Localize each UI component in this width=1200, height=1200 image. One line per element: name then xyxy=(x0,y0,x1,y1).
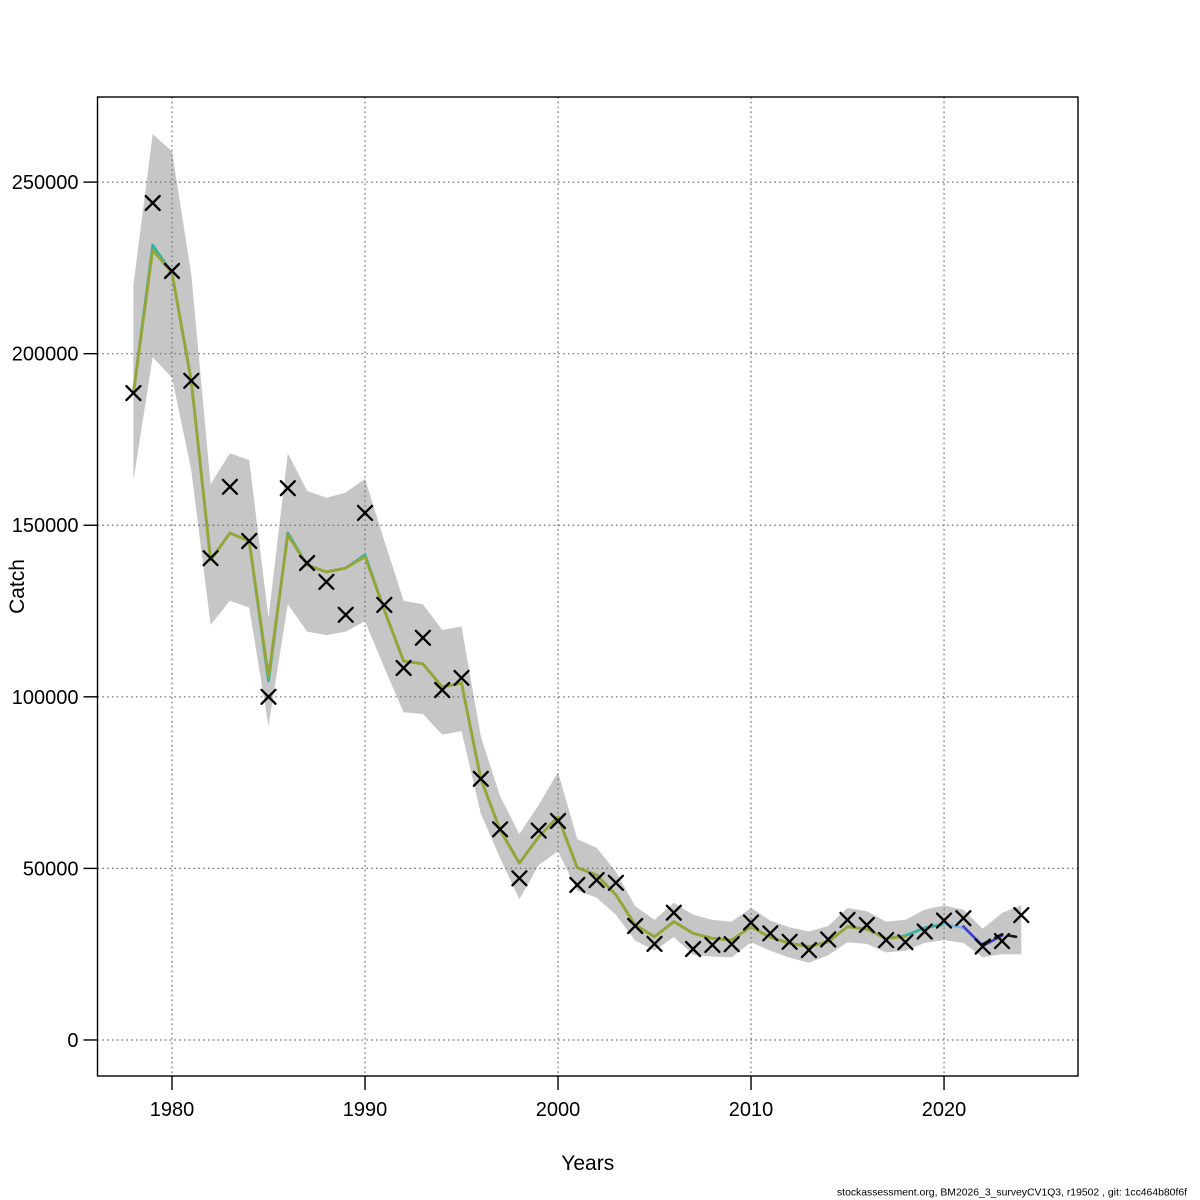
observation-marker xyxy=(434,681,451,699)
plot-border-box xyxy=(96,96,1079,1077)
observation-marker xyxy=(607,874,625,891)
observation-marker xyxy=(337,606,354,623)
observation-marker xyxy=(376,596,393,614)
observation-marker xyxy=(472,770,489,787)
observation-marker xyxy=(318,573,335,591)
observation-marker xyxy=(820,931,837,948)
observation-marker xyxy=(704,936,721,954)
observation-marker xyxy=(665,904,682,921)
x-tick-label: 2000 xyxy=(536,1099,581,1121)
y-tick-label: 200000 xyxy=(12,344,79,366)
observation-marker xyxy=(627,917,644,935)
observation-marker xyxy=(260,688,277,705)
observation-marker xyxy=(935,912,953,929)
observation-marker xyxy=(491,821,509,838)
y-axis-title: Catch xyxy=(6,559,29,614)
observation-marker xyxy=(279,480,296,497)
observation-marker xyxy=(414,629,432,646)
observation-marker xyxy=(723,936,740,953)
observation-marker xyxy=(1013,906,1030,924)
observation-marker xyxy=(395,659,412,677)
observation-marker xyxy=(588,871,605,889)
observation-marker xyxy=(569,876,586,894)
footer-attribution: stockassessment.org, BM2026_3_surveyCV1Q… xyxy=(837,1188,1187,1199)
observation-marker xyxy=(684,940,702,958)
observation-marker xyxy=(993,932,1011,950)
observation-marker xyxy=(781,933,798,950)
observation-marker xyxy=(742,914,760,931)
observation-marker xyxy=(356,504,374,522)
y-tick-label: 50000 xyxy=(23,858,79,880)
observation-marker xyxy=(241,532,258,550)
observation-marker xyxy=(183,372,200,389)
observation-marker xyxy=(800,941,818,959)
x-axis-title: Years xyxy=(561,1152,614,1175)
observation-marker xyxy=(955,910,972,927)
y-tick-label: 0 xyxy=(67,1030,78,1052)
observation-marker xyxy=(221,478,239,495)
observation-markers-group xyxy=(125,194,1030,959)
observation-marker xyxy=(163,262,181,280)
observation-marker xyxy=(453,669,470,687)
x-tick-label: 1990 xyxy=(343,1099,388,1121)
axis-ticks-group: 1980 1990 2000 2010 2020 0 50000 100000 150000 20… xyxy=(12,172,967,1121)
observation-marker xyxy=(974,938,991,955)
gridlines-group xyxy=(97,97,1078,1076)
y-tick-label: 250000 xyxy=(12,172,79,194)
observation-marker xyxy=(916,923,933,940)
y-tick-label: 100000 xyxy=(12,687,79,709)
observation-marker xyxy=(762,925,779,942)
observation-marker xyxy=(858,916,875,934)
x-tick-label: 2020 xyxy=(922,1099,967,1121)
observation-marker xyxy=(530,822,547,839)
observation-marker xyxy=(646,935,663,953)
confidence-band xyxy=(133,134,1022,963)
observation-marker xyxy=(144,194,161,212)
observation-marker xyxy=(125,384,142,402)
observation-marker xyxy=(202,550,219,567)
confidence-band-group xyxy=(133,134,1022,963)
observation-marker xyxy=(511,870,528,887)
observation-marker xyxy=(298,554,316,572)
observation-marker xyxy=(897,934,914,951)
observation-marker xyxy=(549,812,567,830)
x-tick-label: 1980 xyxy=(150,1099,195,1121)
x-tick-label: 2010 xyxy=(729,1099,774,1121)
observation-marker xyxy=(877,931,895,949)
observation-marker xyxy=(839,911,856,929)
y-tick-label: 150000 xyxy=(12,515,79,537)
